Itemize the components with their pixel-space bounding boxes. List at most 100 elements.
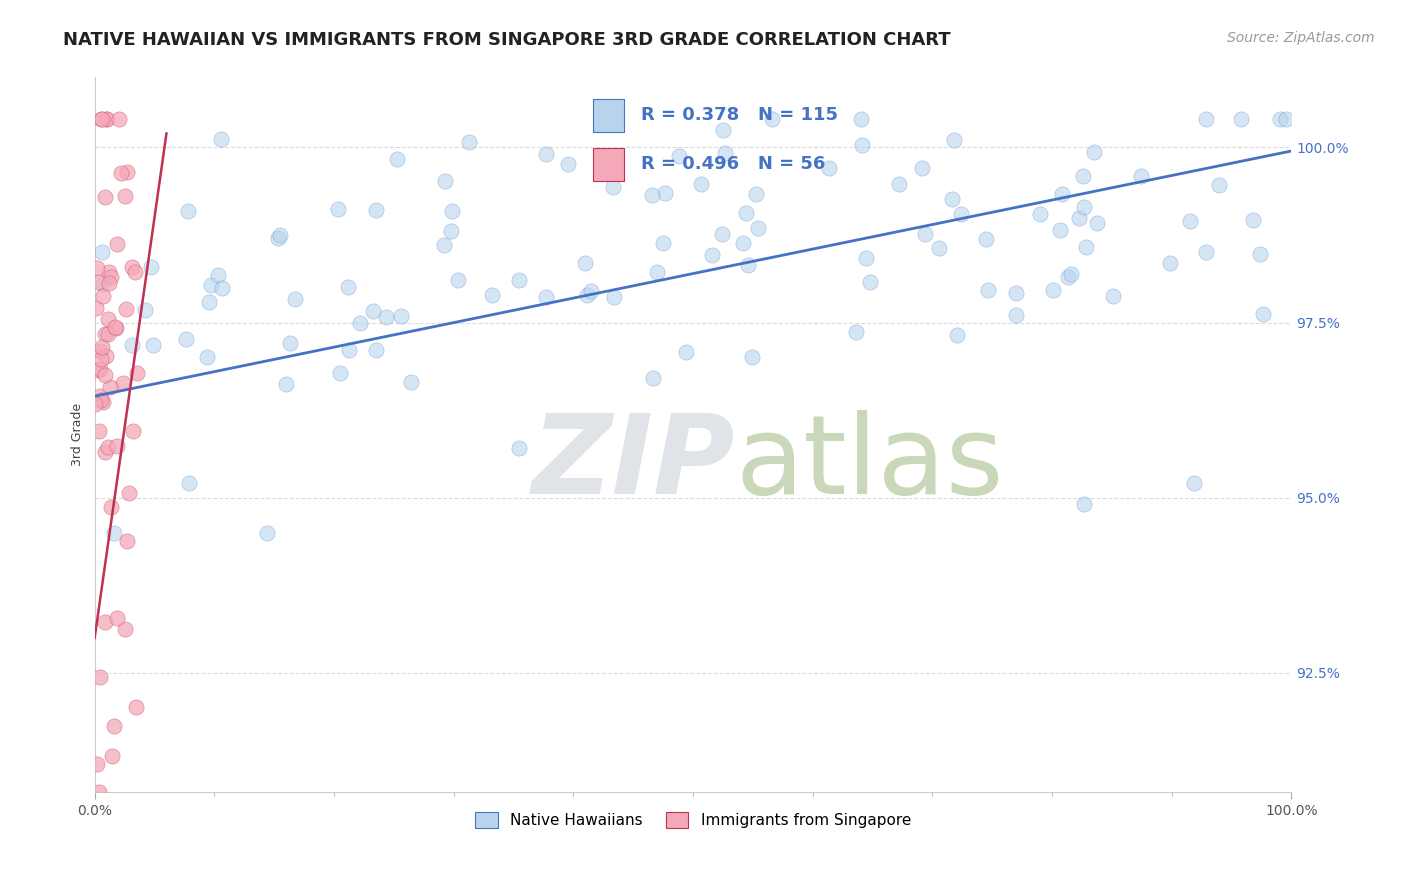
Point: [114, 189, 136, 203]
Point: [928, 241, 950, 255]
Point: [859, 275, 882, 289]
Point: [276, 377, 298, 392]
Point: [179, 475, 201, 490]
Point: [576, 287, 599, 301]
Point: [714, 145, 737, 160]
Point: [440, 224, 463, 238]
Point: [125, 700, 148, 714]
Point: [1268, 112, 1291, 127]
Point: [96, 112, 118, 127]
Point: [121, 260, 143, 274]
Point: [845, 326, 868, 340]
Point: [87, 785, 110, 799]
Point: [914, 227, 936, 242]
Point: [91, 289, 114, 303]
Point: [90, 112, 112, 127]
Point: [176, 332, 198, 346]
Point: [977, 283, 1000, 297]
Point: [98, 380, 121, 394]
Point: [399, 375, 422, 389]
Point: [1178, 214, 1201, 228]
Point: [328, 202, 350, 216]
Point: [1251, 307, 1274, 321]
Point: [107, 439, 129, 453]
Point: [735, 206, 758, 220]
Point: [818, 161, 841, 175]
Point: [89, 361, 111, 376]
Point: [1042, 284, 1064, 298]
Point: [447, 273, 470, 287]
Point: [1073, 201, 1095, 215]
Point: [91, 277, 114, 291]
Point: [200, 277, 222, 292]
Point: [441, 204, 464, 219]
Point: [91, 395, 114, 409]
Point: [668, 149, 690, 163]
Point: [1102, 289, 1125, 303]
Text: Source: ZipAtlas.com: Source: ZipAtlas.com: [1227, 31, 1375, 45]
Point: [269, 227, 291, 242]
Point: [90, 112, 112, 127]
Point: [849, 112, 872, 127]
Point: [139, 260, 162, 274]
Point: [91, 341, 114, 355]
Point: [93, 368, 115, 383]
Point: [100, 270, 122, 285]
Point: [945, 327, 967, 342]
Point: [93, 615, 115, 629]
Point: [574, 255, 596, 269]
Point: [121, 424, 143, 438]
Point: [100, 500, 122, 514]
Point: [943, 133, 966, 147]
Point: [651, 235, 673, 250]
Point: [124, 265, 146, 279]
Point: [101, 749, 124, 764]
Point: [1073, 497, 1095, 511]
Point: [457, 135, 479, 149]
Point: [702, 248, 724, 262]
Point: [96, 112, 118, 127]
Point: [1071, 169, 1094, 183]
Point: [851, 137, 873, 152]
Point: [481, 288, 503, 302]
Point: [1159, 255, 1181, 269]
Point: [744, 187, 766, 202]
Point: [1230, 112, 1253, 127]
Point: [557, 156, 579, 170]
Point: [349, 316, 371, 330]
Point: [87, 276, 110, 290]
Point: [1057, 269, 1080, 284]
Point: [385, 152, 408, 166]
Point: [103, 719, 125, 733]
Point: [103, 525, 125, 540]
Point: [209, 131, 232, 145]
Point: [176, 203, 198, 218]
Point: [434, 174, 457, 188]
Point: [641, 371, 664, 385]
Point: [195, 350, 218, 364]
Point: [89, 389, 111, 403]
Point: [675, 344, 697, 359]
Point: [1050, 187, 1073, 202]
Legend: Native Hawaiians, Immigrants from Singapore: Native Hawaiians, Immigrants from Singap…: [468, 806, 917, 834]
Point: [267, 231, 290, 245]
Point: [1049, 223, 1071, 237]
Point: [1060, 268, 1083, 282]
Point: [1249, 246, 1271, 260]
Point: [641, 188, 664, 202]
Point: [889, 177, 911, 191]
Point: [121, 338, 143, 352]
Point: [97, 440, 120, 454]
Point: [950, 207, 973, 221]
Point: [737, 259, 759, 273]
Point: [361, 304, 384, 318]
Point: [1085, 216, 1108, 230]
Point: [84, 301, 107, 316]
Point: [115, 533, 138, 548]
Text: NATIVE HAWAIIAN VS IMMIGRANTS FROM SINGAPORE 3RD GRADE CORRELATION CHART: NATIVE HAWAIIAN VS IMMIGRANTS FROM SINGA…: [63, 31, 950, 49]
Point: [1130, 169, 1153, 183]
Point: [1241, 212, 1264, 227]
Point: [105, 611, 128, 625]
Point: [107, 236, 129, 251]
Point: [855, 252, 877, 266]
